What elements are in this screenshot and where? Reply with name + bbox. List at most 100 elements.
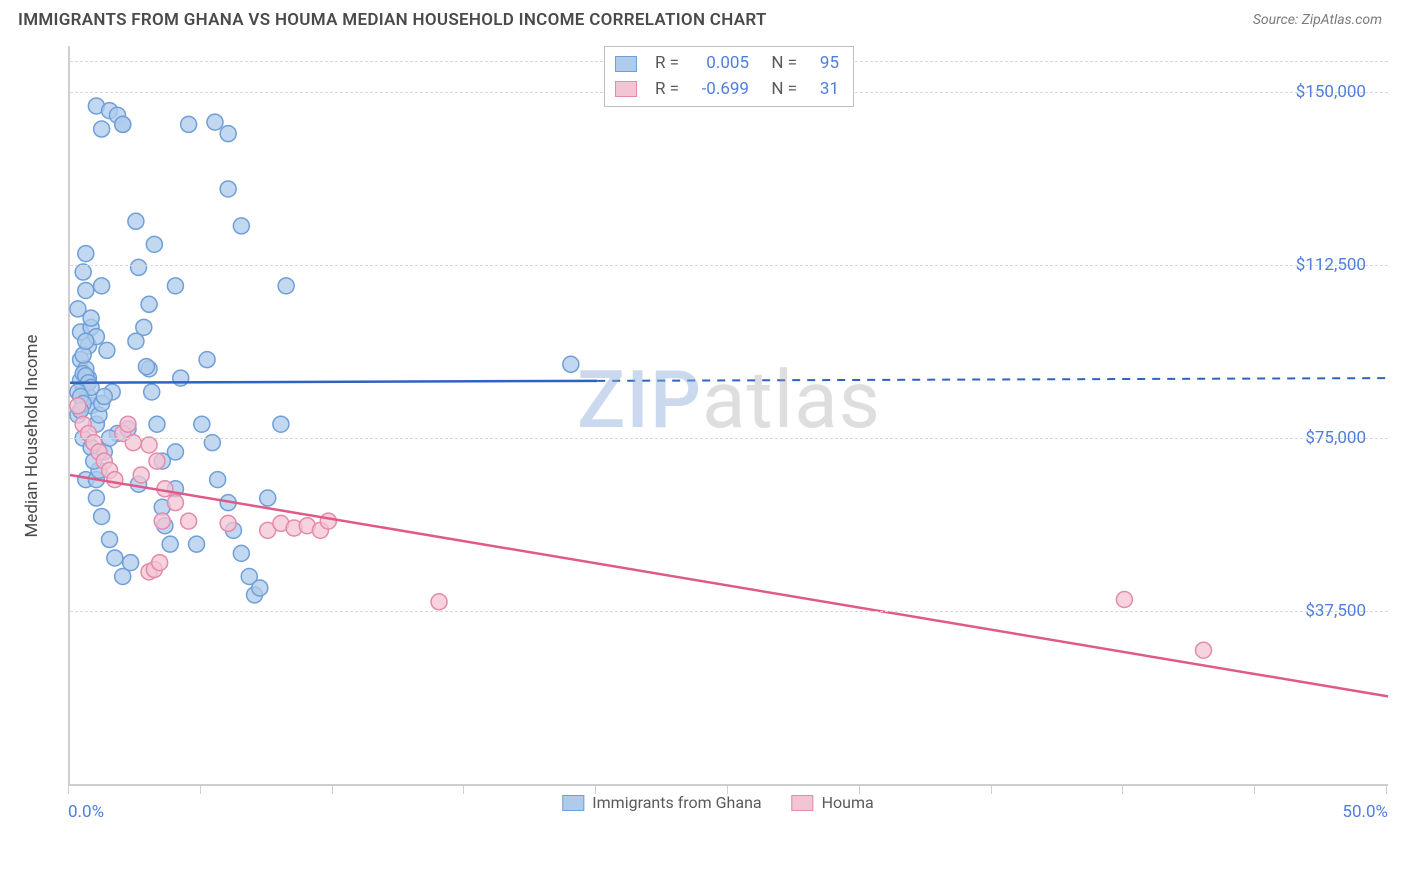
plot-container: Median Household Income R = 0.005 N = 95… (48, 46, 1388, 826)
data-point-ghana (83, 310, 99, 326)
data-point-ghana (88, 490, 104, 506)
x-tick (991, 786, 992, 794)
gridline-h (70, 611, 1388, 612)
x-tick (1254, 786, 1255, 794)
data-point-ghana (99, 342, 115, 358)
legend-correlation: R = 0.005 N = 95 R = -0.699 N = 31 (604, 46, 854, 107)
data-point-ghana (123, 555, 139, 571)
data-point-houma (70, 398, 86, 414)
gridline-h (70, 438, 1388, 439)
legend-r-value-ghana: 0.005 (689, 51, 749, 77)
x-tick (1122, 786, 1123, 794)
legend-n-value-ghana: 95 (807, 51, 839, 77)
data-point-ghana (94, 121, 110, 137)
data-point-ghana (144, 384, 160, 400)
data-point-ghana (204, 435, 220, 451)
data-point-ghana (149, 416, 165, 432)
data-point-ghana (167, 278, 183, 294)
legend-item-ghana: Immigrants from Ghana (562, 793, 761, 812)
legend-r-value-houma: -0.699 (689, 77, 749, 103)
data-point-ghana (141, 296, 157, 312)
data-point-ghana (194, 416, 210, 432)
gridline-h (70, 265, 1388, 266)
data-point-ghana (260, 490, 276, 506)
legend-n-value-houma: 31 (807, 77, 839, 103)
data-point-houma (120, 416, 136, 432)
data-point-ghana (75, 264, 91, 280)
legend-label-ghana: Immigrants from Ghana (592, 793, 761, 812)
swatch-ghana-bottom (562, 795, 584, 811)
data-point-ghana (138, 359, 154, 375)
chart-title: IMMIGRANTS FROM GHANA VS HOUMA MEDIAN HO… (18, 10, 767, 30)
legend-n-label: N = (769, 77, 797, 103)
x-axis-min-label: 0.0% (68, 802, 104, 822)
x-tick (727, 786, 728, 794)
data-point-ghana (233, 218, 249, 234)
data-point-houma (1195, 642, 1211, 658)
x-tick (463, 786, 464, 794)
legend-row-ghana: R = 0.005 N = 95 (615, 51, 839, 77)
data-point-ghana (220, 126, 236, 142)
data-point-ghana (78, 282, 94, 298)
data-point-ghana (181, 116, 197, 132)
y-tick-label: $150,000 (1296, 82, 1366, 102)
data-point-ghana (189, 536, 205, 552)
x-tick (859, 786, 860, 794)
data-point-ghana (273, 416, 289, 432)
data-point-ghana (115, 116, 131, 132)
data-point-ghana (102, 532, 118, 548)
data-point-ghana (146, 236, 162, 252)
swatch-houma (615, 81, 637, 97)
trend-line-ghana-extrapolated (597, 378, 1388, 381)
data-point-ghana (131, 259, 147, 275)
data-point-ghana (199, 352, 215, 368)
chart-svg (70, 46, 1388, 784)
legend-item-houma: Houma (792, 793, 874, 812)
source-credit: Source: ZipAtlas.com (1253, 12, 1382, 28)
data-point-houma (431, 594, 447, 610)
data-point-houma (320, 513, 336, 529)
x-tick (595, 786, 596, 794)
data-point-ghana (107, 550, 123, 566)
data-point-ghana (278, 278, 294, 294)
data-point-ghana (220, 181, 236, 197)
data-point-ghana (210, 472, 226, 488)
data-point-houma (141, 437, 157, 453)
data-point-ghana (233, 545, 249, 561)
data-point-ghana (128, 213, 144, 229)
data-point-houma (167, 495, 183, 511)
x-axis-max-label: 50.0% (1342, 802, 1388, 822)
swatch-ghana (615, 56, 637, 72)
x-tick (1386, 786, 1387, 794)
legend-row-houma: R = -0.699 N = 31 (615, 77, 839, 103)
data-point-ghana (94, 508, 110, 524)
y-tick-label: $112,500 (1296, 255, 1366, 275)
data-point-houma (152, 555, 168, 571)
data-point-houma (149, 453, 165, 469)
data-point-houma (107, 472, 123, 488)
data-point-houma (133, 467, 149, 483)
data-point-ghana (136, 319, 152, 335)
y-tick-label: $75,000 (1305, 428, 1366, 448)
legend-n-label: N = (769, 51, 797, 77)
legend-r-label: R = (647, 51, 679, 77)
plot-area: R = 0.005 N = 95 R = -0.699 N = 31 ZIPat… (68, 46, 1388, 786)
data-point-ghana (173, 370, 189, 386)
legend-label-houma: Houma (822, 793, 874, 812)
data-point-ghana (162, 536, 178, 552)
data-point-houma (181, 513, 197, 529)
trend-line-ghana (70, 381, 597, 383)
y-axis-label: Median Household Income (22, 335, 42, 538)
x-tick (332, 786, 333, 794)
x-tick (68, 786, 69, 794)
data-point-ghana (252, 580, 268, 596)
legend-r-label: R = (647, 77, 679, 103)
data-point-houma (1116, 592, 1132, 608)
data-point-ghana (78, 246, 94, 262)
data-point-ghana (563, 356, 579, 372)
data-point-houma (220, 515, 236, 531)
data-point-ghana (96, 389, 112, 405)
legend-series: Immigrants from Ghana Houma (562, 793, 873, 812)
data-point-ghana (78, 333, 94, 349)
y-tick-label: $37,500 (1305, 601, 1366, 621)
